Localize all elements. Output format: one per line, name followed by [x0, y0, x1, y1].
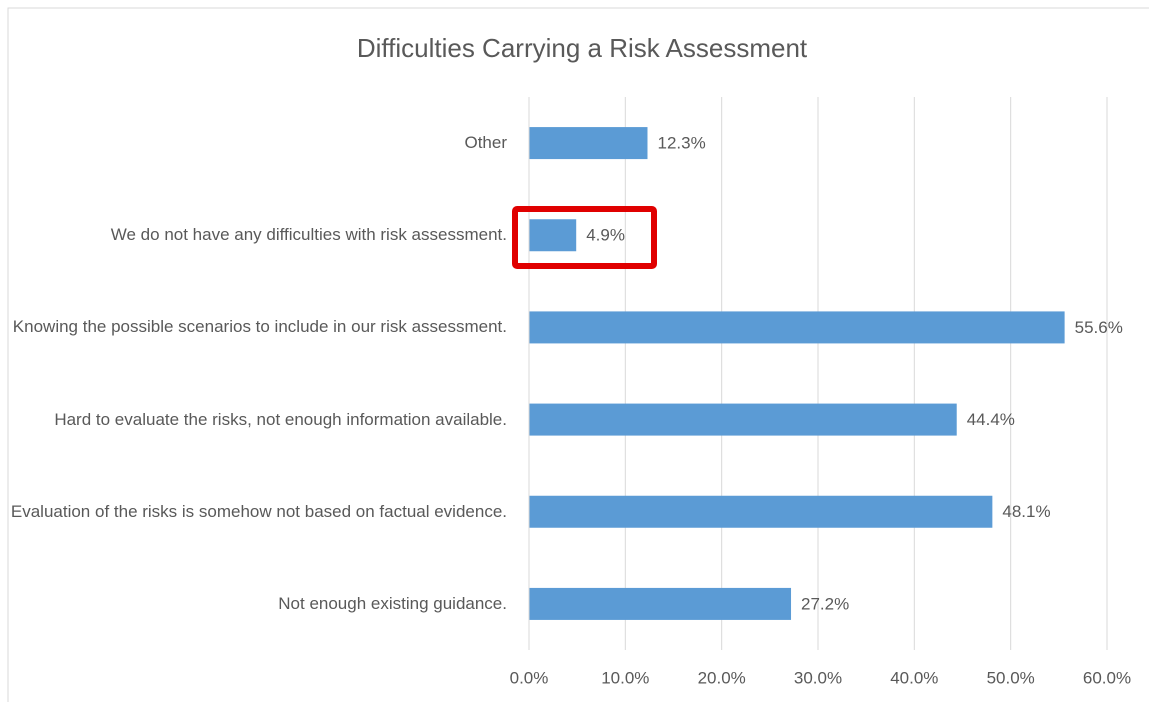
bar: [529, 127, 648, 160]
x-tick-label: 60.0%: [1083, 668, 1131, 687]
y-tick-label: Hard to evaluate the risks, not enough i…: [54, 409, 507, 429]
x-tick-label: 20.0%: [698, 668, 746, 687]
bar: [529, 219, 577, 252]
bar: [529, 587, 792, 620]
x-tick-label: 30.0%: [794, 668, 842, 687]
x-tick-label: 10.0%: [601, 668, 649, 687]
data-label: 27.2%: [801, 594, 849, 613]
y-tick-label: Not enough existing guidance.: [278, 593, 507, 613]
y-tick-label: Evaluation of the risks is somehow not b…: [10, 501, 507, 521]
highlight-box: [512, 206, 657, 269]
chart-title: Difficulties Carrying a Risk Assessment: [357, 33, 808, 63]
y-tick-label: We do not have any difficulties with ris…: [110, 225, 507, 245]
bar: [529, 403, 957, 436]
chart-border: [7, 7, 1149, 702]
data-label: 48.1%: [1002, 502, 1050, 521]
y-tick-label: Knowing the possible scenarios to includ…: [12, 317, 507, 337]
data-label: 44.4%: [967, 410, 1015, 429]
x-tick-label: 0.0%: [510, 668, 549, 687]
x-tick-label: 40.0%: [890, 668, 938, 687]
data-label: 4.9%: [586, 226, 625, 245]
data-label: 12.3%: [657, 134, 705, 153]
x-tick-label: 50.0%: [987, 668, 1035, 687]
data-label: 55.6%: [1075, 318, 1123, 337]
bar: [529, 311, 1065, 344]
y-tick-label: Other: [464, 133, 507, 153]
bar: [529, 495, 993, 528]
